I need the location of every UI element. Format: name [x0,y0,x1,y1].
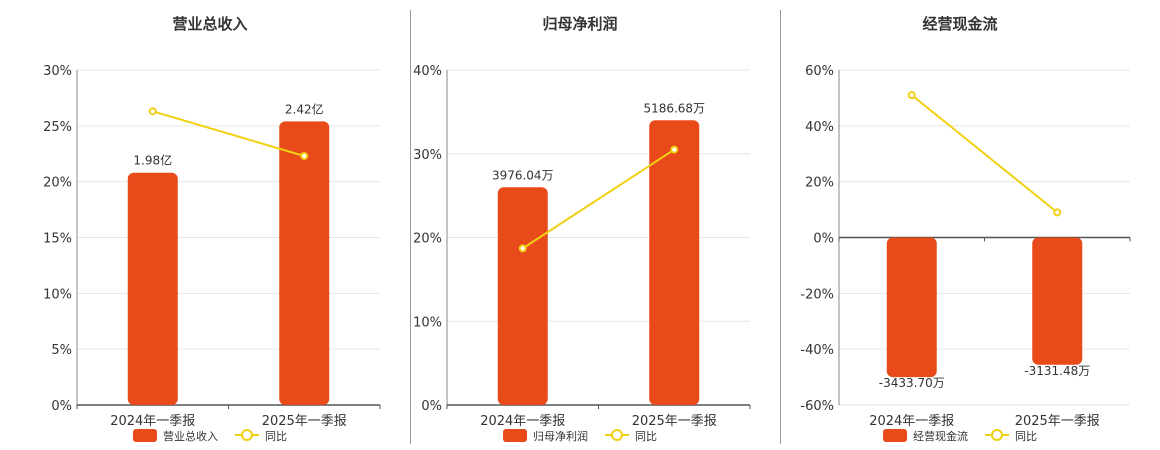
panel-divider [780,10,781,444]
bar-value-label: 3976.04万 [492,168,554,182]
chart-title: 归母净利润 [542,15,617,33]
legend-line-label: 同比 [1015,430,1037,443]
y-tick-label: 15% [43,232,72,247]
y-tick-label: 30% [413,148,442,163]
bar [886,237,937,378]
y-tick-label: 40% [413,64,442,79]
legend-line-label: 同比 [635,430,657,443]
y-tick-label: 0% [421,399,442,414]
y-tick-label: 20% [805,176,834,191]
bar [497,187,548,405]
bar [127,172,178,405]
y-tick-label: 20% [43,176,72,191]
cash-flow-chart: 经营现金流 60% 40% 20% 0% -20% -40% -60% -3433.70万 -31… [800,15,1131,443]
bar [1032,237,1083,365]
legend-bar-label: 营业总收入 [163,429,218,443]
y-tick-label: 20% [413,232,442,247]
x-tick-label: 2025年一季报 [632,414,717,429]
bar [279,121,330,405]
net-profit-chart: 归母净利润 40% 30% 20% 10% 0% 3976.04万 5186.68万 2024年… [413,15,751,443]
bar-value-label: 2.42亿 [285,101,324,116]
yoy-point [300,151,309,160]
legend-bar-label: 经营现金流 [913,429,968,443]
chart-title: 营业总收入 [172,15,247,33]
legend-bar-swatch [883,429,907,442]
y-tick-label: 5% [51,343,72,358]
x-tick-label: 2024年一季报 [110,414,195,429]
yoy-point [907,91,916,100]
chart-panel-revenue: 营业总收入 30% 25% 20% 15% 10% 5% 0% 1.98亿 2.42亿 2024年一… [0,0,400,450]
y-tick-label: 0% [51,399,72,414]
x-tick-label: 2025年一季报 [262,414,347,429]
legend-line-label: 同比 [265,430,287,443]
yoy-point [148,107,157,116]
yoy-point [1053,208,1062,217]
y-tick-label: -20% [800,287,834,302]
y-tick-label: -60% [800,399,834,414]
yoy-point [670,145,679,154]
y-tick-label: 30% [43,64,72,79]
legend-bar-swatch [133,429,157,442]
x-tick-label: 2024年一季报 [869,414,954,429]
bar-value-label: 1.98亿 [133,153,172,168]
bar-value-label: 5186.68万 [643,101,705,115]
y-tick-label: 40% [805,120,834,135]
yoy-line [911,94,1058,214]
chart-title: 经营现金流 [922,15,997,33]
panel-divider [410,10,411,444]
chart-panel-net-profit: 归母净利润 40% 30% 20% 10% 0% 3976.04万 5186.68万 2024年… [370,0,770,450]
y-tick-label: 10% [413,315,442,330]
revenue-chart: 营业总收入 30% 25% 20% 15% 10% 5% 0% 1.98亿 2.42亿 2024年一… [43,15,381,443]
bar [649,120,700,405]
legend-line-marker [991,429,1003,441]
yoy-line [522,148,675,250]
y-tick-label: 60% [805,64,834,79]
legend-line-marker [241,429,253,441]
legend-bar-swatch [503,429,527,442]
bar-value-label: -3131.48万 [1024,364,1090,378]
legend-bar-label: 归母净利润 [533,429,588,443]
y-tick-label: 10% [43,287,72,302]
bar-value-label: -3433.70万 [879,376,945,390]
x-tick-label: 2025年一季报 [1015,414,1100,429]
yoy-line [152,110,305,157]
yoy-point [518,244,527,253]
y-tick-label: 0% [813,232,834,247]
legend-line-marker [611,429,623,441]
y-tick-label: -40% [800,343,834,358]
x-tick-label: 2024年一季报 [480,414,565,429]
y-tick-label: 25% [43,120,72,135]
chart-panel-cash-flow: 经营现金流 60% 40% 20% 0% -20% -40% -60% -3433.70万 -31… [740,0,1160,450]
